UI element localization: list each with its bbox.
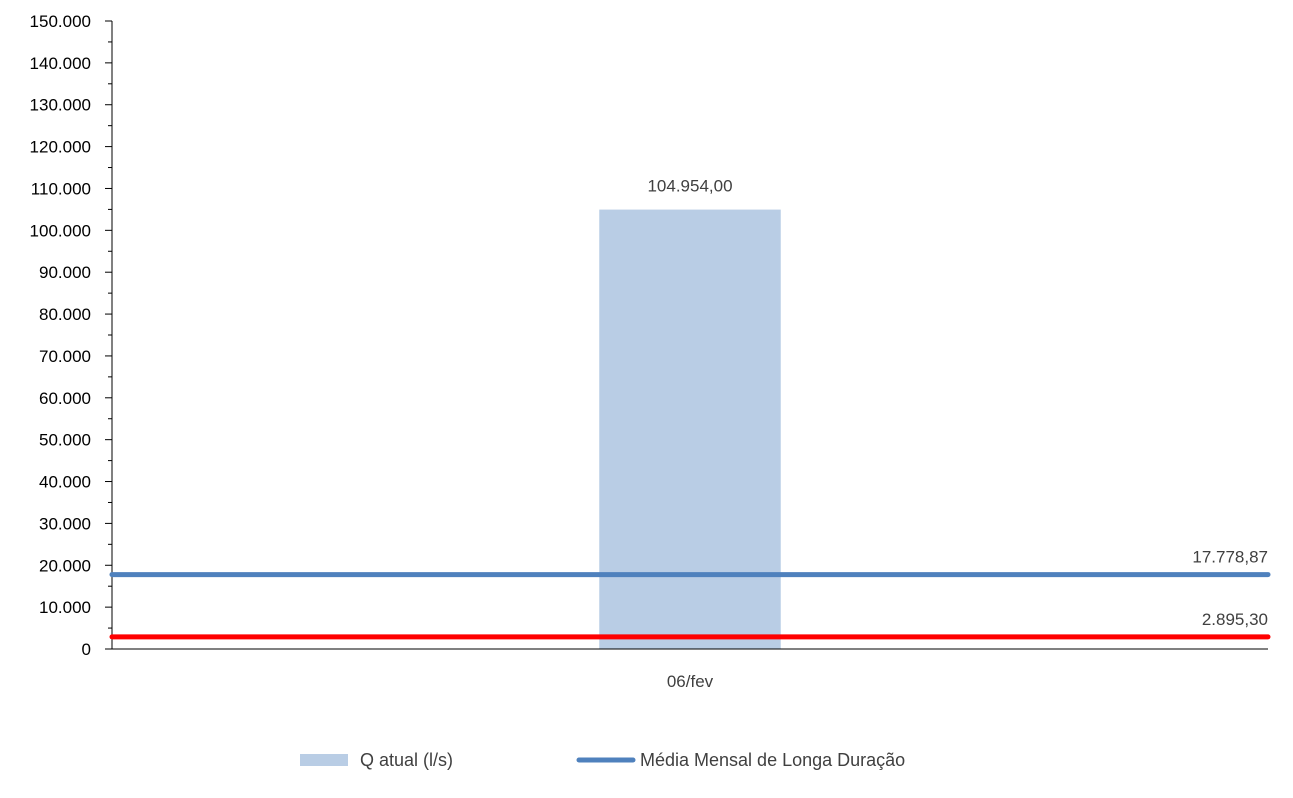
line-data-label: 17.778,87: [1192, 548, 1268, 567]
legend-label: Média Mensal de Longa Duração: [640, 750, 905, 770]
y-tick-label: 140.000: [30, 54, 91, 73]
y-tick-label: 10.000: [39, 598, 91, 617]
y-tick-label: 130.000: [30, 96, 91, 115]
legend-bar-swatch: [300, 754, 348, 766]
y-tick-label: 50.000: [39, 431, 91, 450]
y-tick-label: 90.000: [39, 263, 91, 282]
y-tick-label: 30.000: [39, 514, 91, 533]
y-tick-label: 150.000: [30, 12, 91, 31]
legend-label: Q atual (l/s): [360, 750, 453, 770]
x-tick-label: 06/fev: [667, 672, 714, 691]
plot-area: 104.954,00 17.778,87 2.895,30: [112, 177, 1268, 649]
bar: [599, 210, 780, 649]
y-tick-label: 60.000: [39, 389, 91, 408]
y-tick-label: 100.000: [30, 221, 91, 240]
y-tick-label: 70.000: [39, 347, 91, 366]
y-tick-label: 120.000: [30, 138, 91, 157]
y-tick-label: 40.000: [39, 473, 91, 492]
legend: Q atual (l/s) Média Mensal de Longa Duraç…: [300, 750, 905, 770]
x-axis: 06/fev: [112, 649, 1268, 691]
y-tick-label: 20.000: [39, 556, 91, 575]
line-data-label: 2.895,30: [1202, 610, 1268, 629]
y-tick-label: 80.000: [39, 305, 91, 324]
y-tick-label: 110.000: [31, 179, 91, 198]
bar-data-label: 104.954,00: [647, 177, 732, 196]
y-axis: 0 10.000 20.000 30.000 40.000 50.000 60.000 70.…: [30, 12, 112, 659]
y-tick-label: 0: [82, 640, 91, 659]
